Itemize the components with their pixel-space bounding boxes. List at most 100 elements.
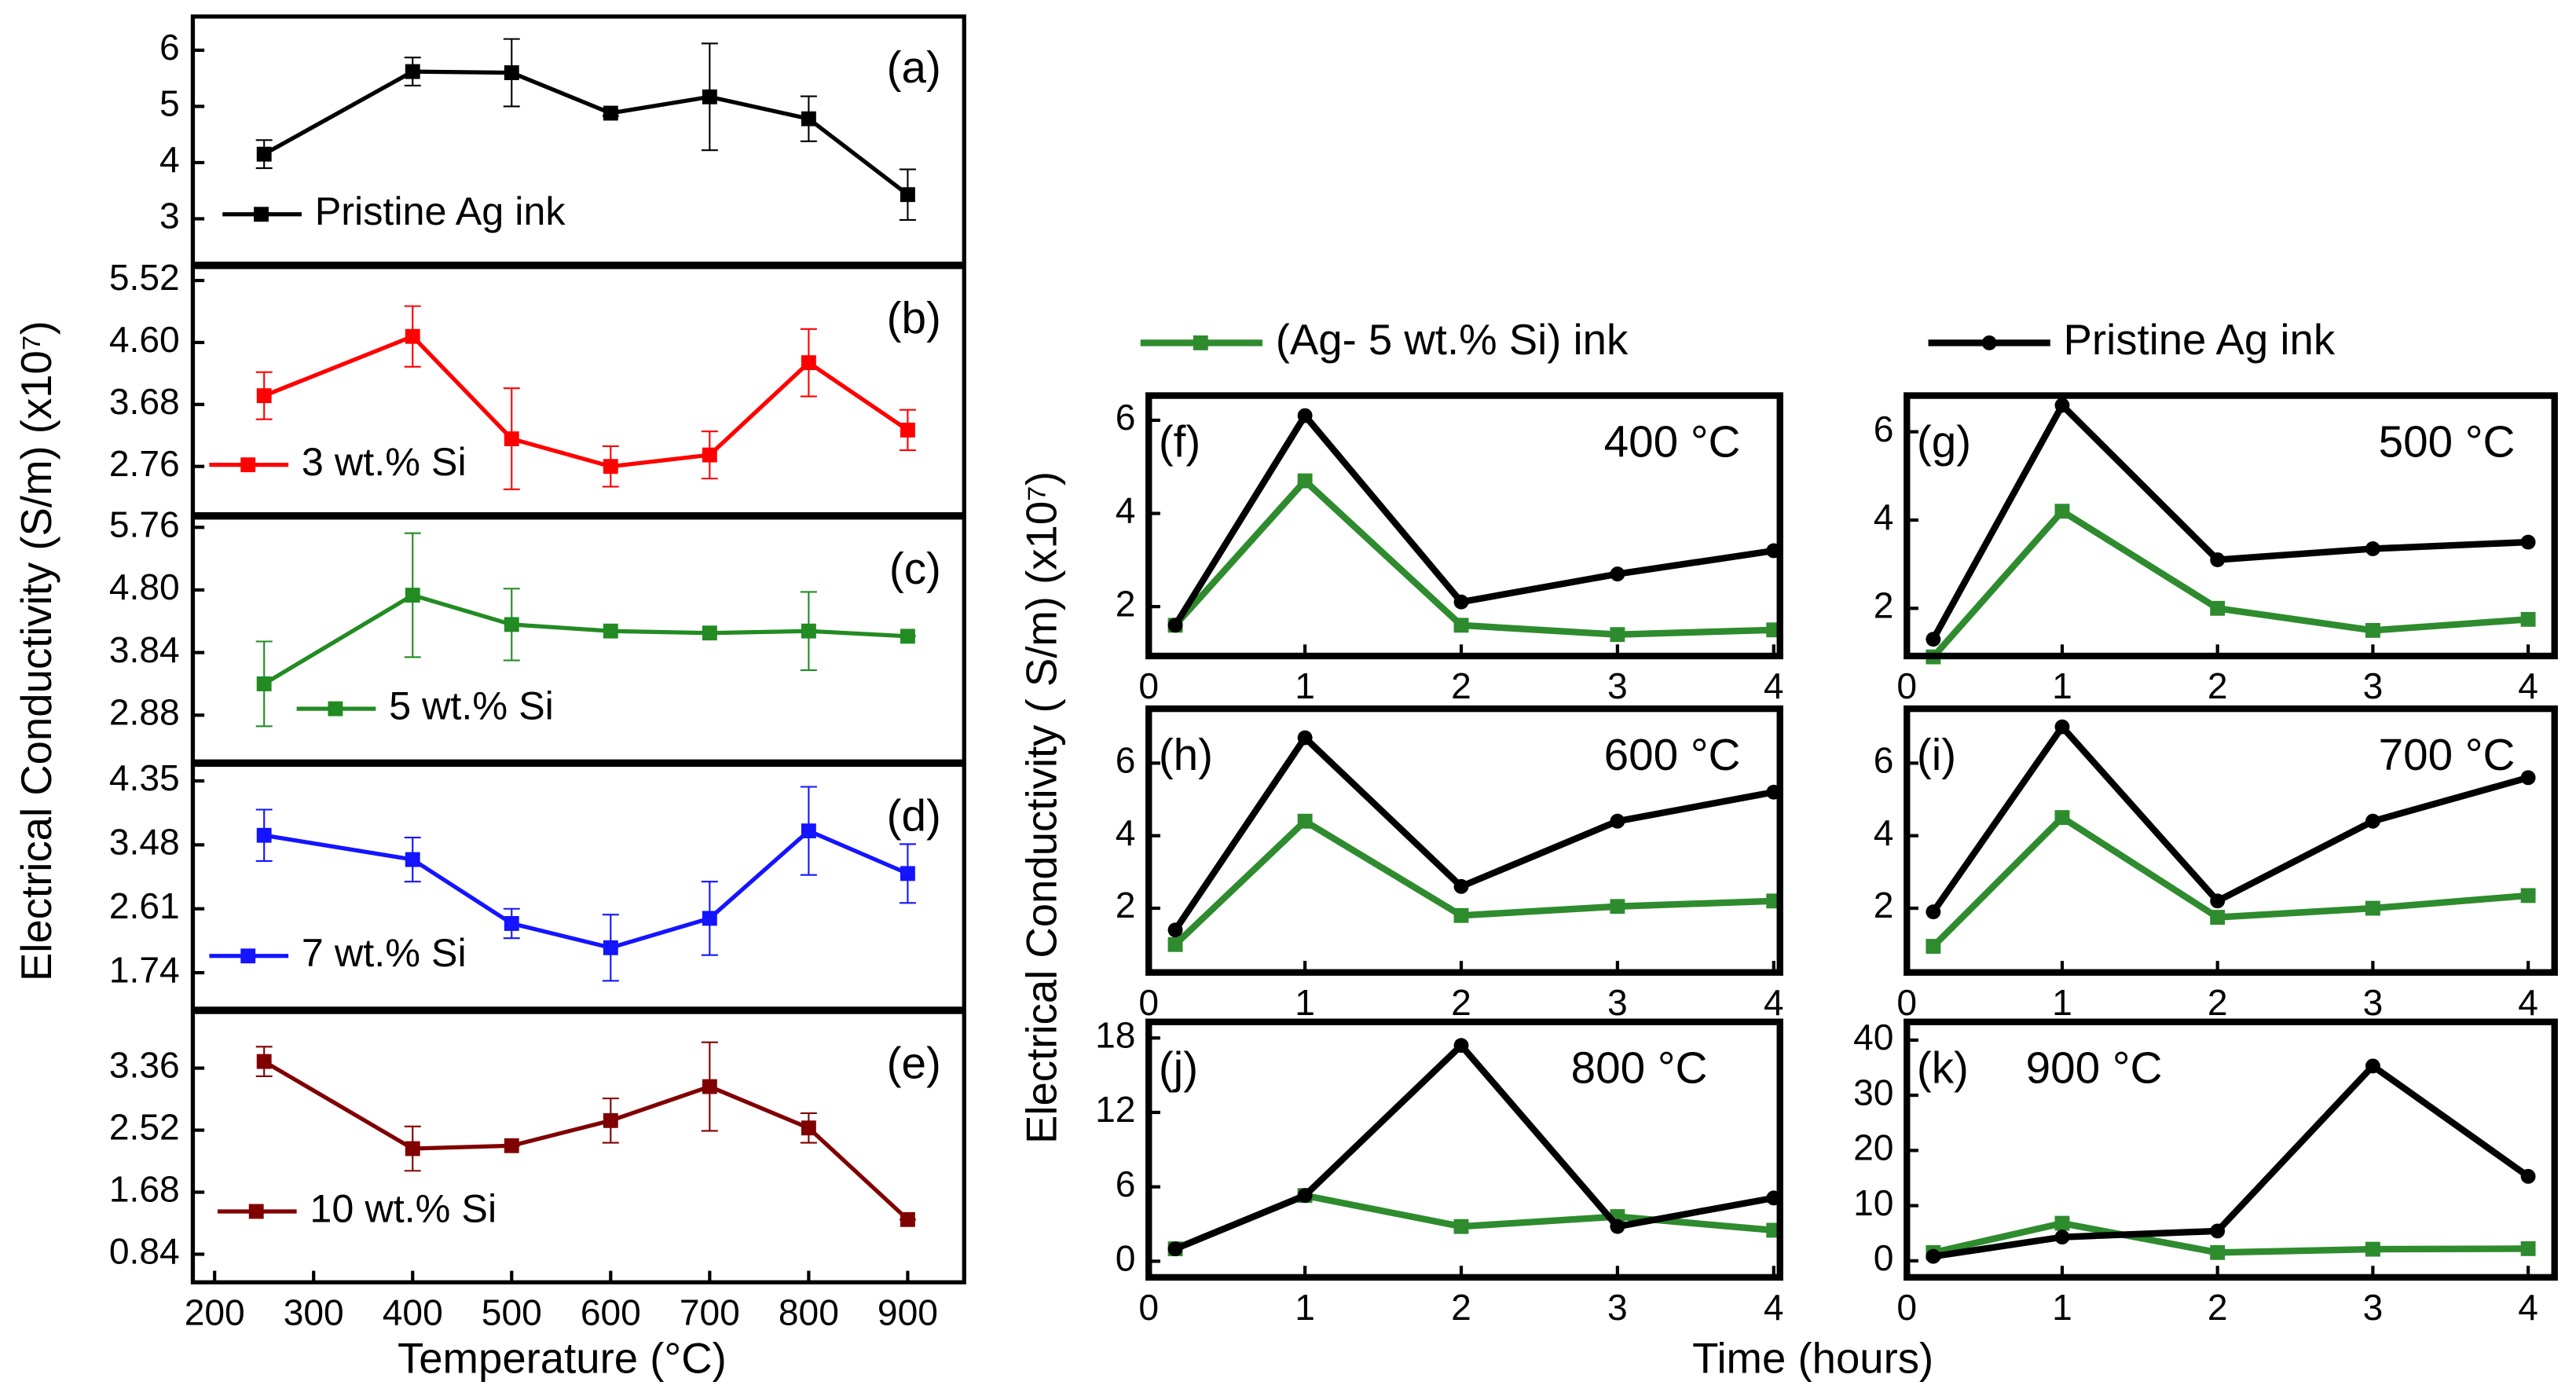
x-tick-label: 2 — [1451, 982, 1471, 1023]
x-axis-label: Time (hours) — [1692, 1334, 1933, 1382]
x-tick-label: 0 — [1138, 665, 1159, 706]
legend-label: 5 wt.% Si — [389, 683, 554, 727]
plot-frame — [190, 515, 966, 764]
y-tick-label: 12 — [1095, 1089, 1135, 1130]
point — [1453, 1219, 1469, 1234]
x-tick-label: 2 — [2208, 982, 2228, 1023]
x-tick-label: 0 — [1138, 982, 1159, 1023]
point — [2365, 813, 2380, 829]
x-tick-label: 3 — [1607, 982, 1628, 1023]
x-tick-label: 900 — [878, 1292, 938, 1332]
point — [2210, 1244, 2226, 1260]
x-tick-label: 1 — [2052, 1287, 2072, 1328]
x-tick-label: 2 — [2208, 1287, 2228, 1328]
point — [603, 1112, 618, 1128]
panel-label: (i) — [1917, 731, 1956, 780]
point — [603, 623, 618, 639]
plot-frame — [190, 1010, 966, 1285]
point — [2210, 893, 2226, 909]
point — [1453, 878, 1469, 894]
series-line — [1930, 507, 2529, 659]
point — [1926, 632, 1941, 647]
point — [1453, 594, 1469, 610]
y-tick-label: 5.76 — [109, 504, 180, 544]
panel-label: (a) — [887, 43, 941, 93]
point — [801, 623, 816, 639]
y-tick-label: 0 — [1116, 1238, 1136, 1279]
y-tick-label: 6 — [1874, 740, 1894, 781]
series-line — [1933, 1061, 2530, 1260]
point — [504, 617, 519, 632]
point — [2210, 552, 2226, 567]
panel-label: (j) — [1159, 1044, 1198, 1094]
point — [1610, 899, 1625, 914]
point — [2054, 1230, 2070, 1245]
x-axis-label: Temperature (°C) — [398, 1334, 727, 1382]
point — [1610, 813, 1625, 829]
panel-label: (e) — [887, 1039, 941, 1088]
panel-label: (k) — [1917, 1044, 1969, 1094]
y-tick-label: 6 — [1116, 1164, 1136, 1204]
plot-frame — [1145, 392, 1783, 660]
point — [2210, 1223, 2226, 1239]
y-tick-label: 3.84 — [109, 629, 180, 670]
x-tick-label: 500 — [482, 1292, 542, 1332]
point — [1453, 907, 1469, 923]
x-tick-label: 600 — [581, 1292, 641, 1332]
x-tick-label: 3 — [2363, 665, 2384, 706]
y-tick-label: 4 — [1116, 490, 1136, 531]
point — [1167, 1241, 1183, 1257]
plot-frame — [1145, 1018, 1783, 1281]
panel-label: (b) — [887, 294, 941, 343]
point — [1453, 1038, 1469, 1054]
point — [256, 146, 272, 162]
y-tick-label: 20 — [1853, 1127, 1893, 1168]
point — [2210, 910, 2226, 925]
point — [504, 65, 519, 80]
point — [2365, 1058, 2380, 1074]
y-tick-label: 3.68 — [109, 381, 180, 422]
point — [405, 852, 420, 867]
point — [702, 89, 717, 104]
point — [1297, 730, 1313, 746]
point — [702, 1079, 717, 1094]
x-tick-label: 0 — [1896, 665, 1917, 706]
point — [1167, 936, 1183, 952]
y-tick-label: 18 — [1095, 1014, 1135, 1055]
point — [801, 823, 816, 839]
y-axis-label: Electrical Conductivity (S/m) (x10⁷) — [13, 321, 60, 981]
y-tick-label: 4 — [1116, 812, 1136, 853]
x-tick-label: 2 — [2208, 665, 2228, 706]
y-tick-label: 2 — [1874, 885, 1894, 925]
annotation: 700 °C — [2379, 731, 2516, 780]
point — [2520, 611, 2536, 627]
annotation: 900 °C — [2026, 1044, 2163, 1094]
point — [1926, 904, 1941, 920]
y-tick-label: 6 — [1874, 409, 1894, 449]
y-tick-label: 4.80 — [109, 566, 180, 607]
point — [504, 1138, 519, 1153]
point — [2520, 1241, 2536, 1256]
point — [504, 431, 519, 446]
point — [1167, 922, 1183, 938]
series-line — [262, 69, 910, 196]
point — [702, 911, 717, 926]
x-tick-label: 2 — [1451, 665, 1471, 706]
point — [1297, 408, 1313, 423]
x-tick-label: 400 — [383, 1292, 443, 1332]
series-line — [1172, 476, 1774, 638]
series-line — [1174, 1192, 1775, 1252]
legend-label: 7 wt.% Si — [302, 930, 467, 975]
point — [256, 388, 272, 404]
y-tick-label: 2.88 — [109, 691, 180, 732]
y-tick-label: 5.52 — [109, 257, 180, 298]
point — [1926, 939, 1941, 954]
point — [2054, 504, 2070, 519]
point — [900, 629, 915, 644]
plot-frame — [190, 14, 966, 266]
panel-label: (d) — [887, 792, 941, 841]
y-tick-label: 1.74 — [109, 949, 180, 990]
legend-label: 10 wt.% Si — [310, 1186, 497, 1230]
y-tick-label: 1.68 — [109, 1169, 180, 1210]
